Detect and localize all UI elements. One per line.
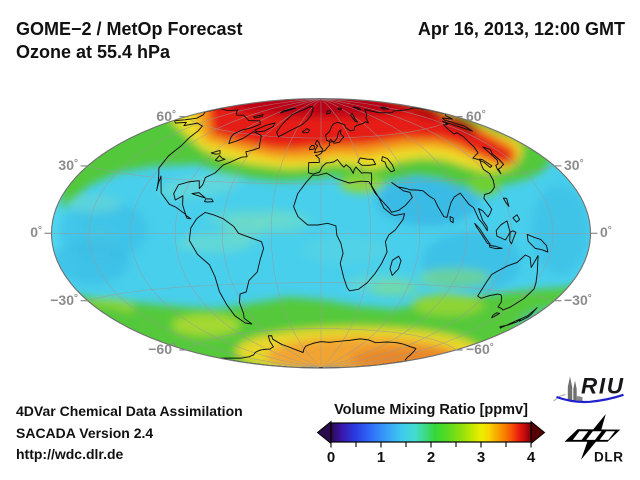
svg-text:DLR: DLR <box>594 450 623 465</box>
svg-text:RIU: RIU <box>581 374 624 399</box>
